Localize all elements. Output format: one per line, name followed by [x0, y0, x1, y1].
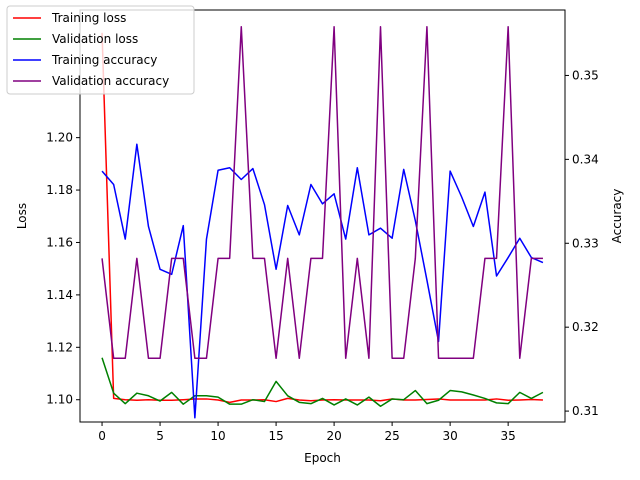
right-y-axis-ticks: 0.31 0.32 0.33 0.34 0.35	[565, 68, 599, 418]
legend-label: Validation accuracy	[52, 74, 169, 88]
series-line-2	[101, 357, 544, 408]
legend: Training loss Validation loss Training acc…	[6, 5, 195, 95]
plot-frame	[79, 9, 566, 423]
series-line-3	[101, 143, 544, 419]
legend-label: Training loss	[51, 11, 126, 25]
right-y-tick-label: 0.33	[572, 236, 599, 250]
x-tick-label: 30	[442, 429, 457, 443]
x-tick-label: 15	[268, 429, 283, 443]
x-tick-label: 5	[156, 429, 164, 443]
legend-label: Validation loss	[52, 32, 138, 46]
x-tick-label: 10	[210, 429, 225, 443]
series-line-1	[101, 32, 543, 404]
right-y-tick-label: 0.34	[572, 152, 599, 166]
series-lines	[101, 26, 544, 419]
left-y-tick-label: 1.12	[46, 340, 73, 354]
right-y-axis-label: Accuracy	[610, 189, 624, 244]
legend-box	[6, 5, 195, 95]
left-y-axis-ticks: 1.10 1.12 1.14 1.16 1.18 1.20	[46, 131, 80, 407]
right-y-tick-label: 0.31	[572, 404, 599, 418]
x-tick-label: 0	[98, 429, 106, 443]
left-y-tick-label: 1.10	[46, 393, 73, 407]
x-tick-label: 20	[326, 429, 341, 443]
x-axis-ticks: 0 5 10 15 20 25 30 35	[98, 422, 516, 443]
series-line-4	[101, 26, 543, 359]
left-y-axis-label: Loss	[15, 203, 29, 229]
left-y-tick-label: 1.18	[46, 183, 73, 197]
left-y-tick-label: 1.14	[46, 288, 73, 302]
right-y-tick-label: 0.32	[572, 320, 599, 334]
left-y-tick-label: 1.16	[46, 235, 73, 249]
x-tick-label: 35	[501, 429, 516, 443]
x-axis-label: Epoch	[304, 451, 341, 465]
x-tick-label: 25	[384, 429, 399, 443]
legend-label: Training accuracy	[51, 53, 157, 67]
right-y-tick-label: 0.35	[572, 68, 599, 82]
left-y-tick-label: 1.20	[46, 131, 73, 145]
